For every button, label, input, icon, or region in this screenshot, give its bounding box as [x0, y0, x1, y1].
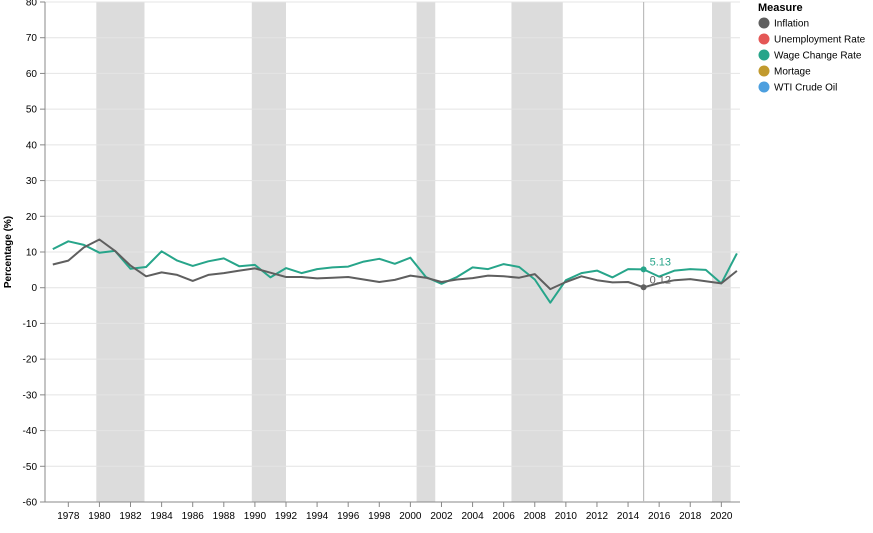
x-tick-label: 1992: [275, 511, 298, 522]
legend-item[interactable]: WTI Crude Oil: [758, 81, 838, 94]
legend-symbol: [758, 17, 770, 29]
legend-title: Measure: [758, 2, 803, 14]
y-tick-label: -50: [23, 462, 38, 473]
x-tick-label: 1982: [119, 511, 142, 522]
y-tick-label: 60: [26, 69, 38, 80]
x-tick-label: 2010: [555, 511, 578, 522]
x-axis: 1978 1980 1982 1984 1986 1988 1990 1992 1994 1996…: [45, 501, 740, 522]
hover-value-label: 0.12: [650, 274, 671, 286]
y-tick-label: 30: [26, 176, 38, 187]
y-tick-label: 40: [26, 140, 38, 151]
x-tick-label: 2018: [679, 511, 702, 522]
y-tick-label: 0: [31, 283, 37, 294]
x-tick-label: 2012: [586, 511, 609, 522]
x-tick-label: 1990: [244, 511, 267, 522]
legend-item[interactable]: Mortage: [758, 65, 812, 78]
grid: [45, 1, 740, 503]
legend[interactable]: Measure Inflation Unemployment Rate Wage Ch…: [758, 2, 866, 94]
x-tick-label: 2002: [430, 511, 453, 522]
x-tick-label: 2020: [710, 511, 733, 522]
legend-item[interactable]: Unemployment Rate: [758, 33, 866, 46]
x-tick-label: 2004: [461, 511, 484, 522]
hover-point: [640, 266, 647, 273]
x-tick-label: 2000: [399, 511, 422, 522]
x-tick-label: 2006: [493, 511, 516, 522]
series-line-wage-change-rate[interactable]: [52, 240, 738, 304]
legend-symbol: [758, 49, 770, 61]
legend-symbol: [758, 33, 770, 45]
y-tick-label: 50: [26, 105, 38, 116]
x-tick-label: 1994: [306, 511, 329, 522]
legend-item[interactable]: Inflation: [758, 17, 810, 30]
legend-label: Mortage: [774, 67, 811, 78]
y-tick-label: 20: [26, 212, 38, 223]
series-lines[interactable]: [52, 238, 738, 304]
x-tick-label: 1984: [150, 511, 173, 522]
y-tick-label: -30: [23, 390, 38, 401]
x-tick-label: 1988: [213, 511, 236, 522]
x-tick-label: 2008: [524, 511, 547, 522]
series-line-inflation[interactable]: [52, 238, 738, 291]
x-tick-label: 1986: [182, 511, 205, 522]
legend-symbol: [758, 81, 770, 93]
legend-symbol: [758, 65, 770, 77]
y-tick-label: -40: [23, 426, 38, 437]
hover-rule: 5.13 0.12: [640, 2, 671, 502]
y-tick-label: 10: [26, 248, 38, 259]
legend-item[interactable]: Wage Change Rate: [758, 49, 862, 62]
x-tick-label: 2016: [648, 511, 671, 522]
y-tick-label: 80: [26, 0, 38, 9]
hover-value-label: 5.13: [650, 256, 671, 268]
legend-label: WTI Crude Oil: [774, 83, 837, 94]
x-tick-label: 1996: [337, 511, 360, 522]
y-tick-label: 70: [26, 33, 38, 44]
y-tick-label: -20: [23, 355, 38, 366]
x-tick-label: 1978: [57, 511, 80, 522]
y-axis-title: Percentage (%): [3, 216, 14, 288]
legend-label: Unemployment Rate: [774, 35, 866, 46]
hover-point: [640, 284, 647, 291]
y-tick-label: -10: [23, 319, 38, 330]
x-tick-label: 1980: [88, 511, 111, 522]
legend-label: Inflation: [774, 19, 809, 30]
x-tick-label: 1998: [368, 511, 391, 522]
y-tick-label: -60: [23, 498, 38, 509]
y-axis: 80 70 60 50 40 30 20 10 0 -10 -20 -30 -40 -50 -60: [23, 0, 46, 509]
x-tick-label: 2014: [617, 511, 640, 522]
legend-label: Wage Change Rate: [774, 51, 862, 62]
